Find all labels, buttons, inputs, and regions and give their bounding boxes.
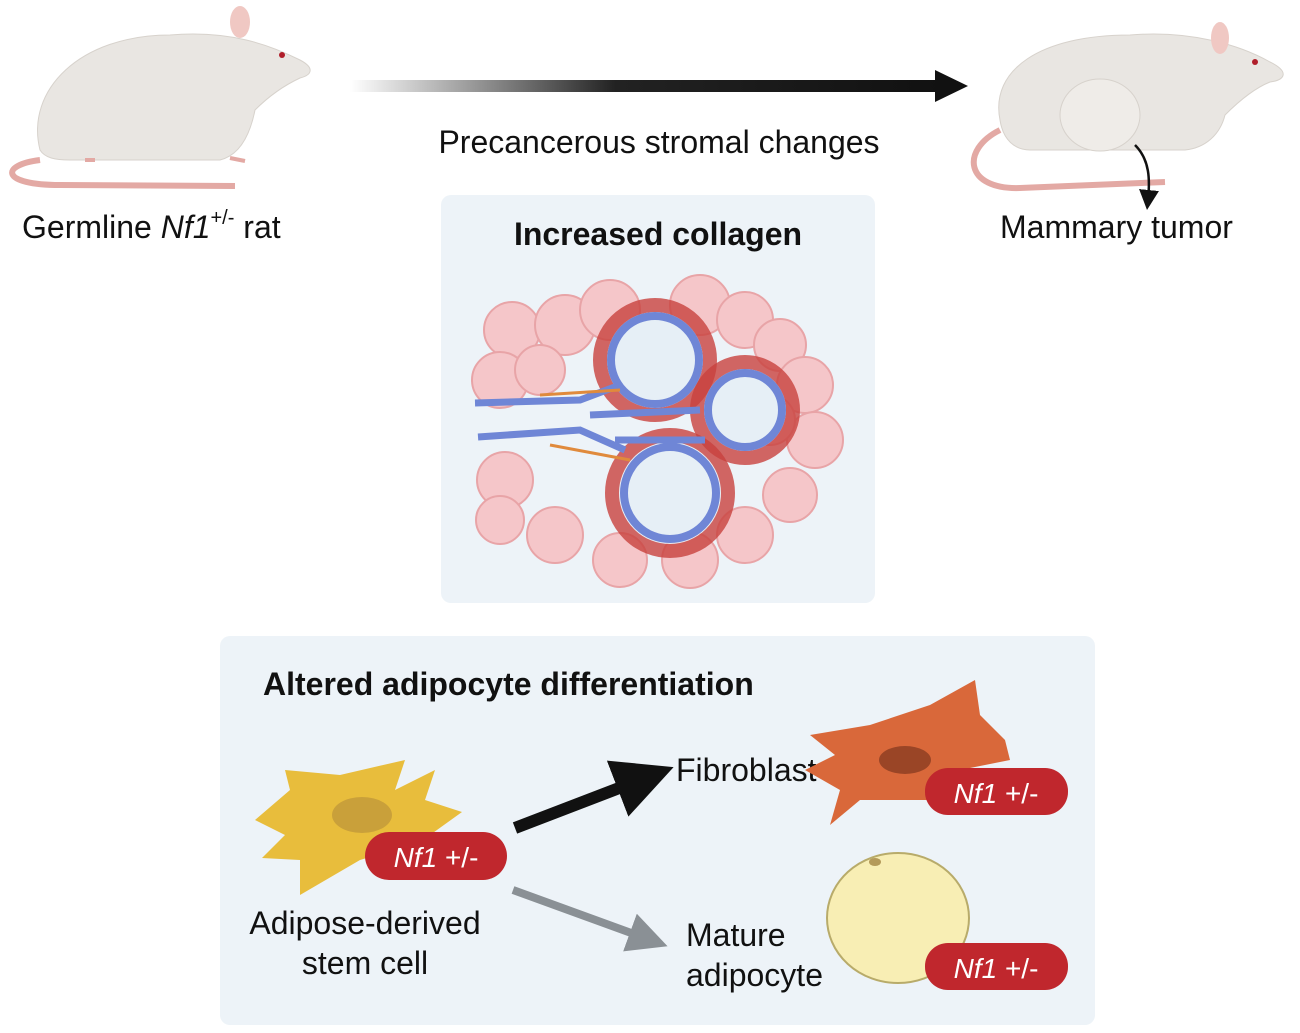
progression-arrow: [350, 70, 968, 102]
stem-cell-illustration: [255, 760, 462, 895]
nf1-badge-adipocyte: Nf1 +/-: [925, 943, 1068, 990]
mature-adipocyte-label-line1: Mature: [686, 917, 786, 953]
nf1-badge-fibroblast: Nf1 +/-: [925, 768, 1068, 815]
fibroblast-illustration: [805, 680, 1010, 825]
fibroblast-label: Fibroblast: [676, 752, 817, 788]
fibroblast-arrow: [512, 760, 674, 834]
mature-adipocyte-label-line2: adipocyte: [686, 957, 823, 993]
svg-text:Nf1 +/-: Nf1 +/-: [394, 842, 479, 873]
tumor-rat-illustration: [970, 22, 1284, 210]
collagen-panel: Increased collagen: [441, 195, 875, 603]
adipocyte-panel-title: Altered adipocyte differentiation: [263, 666, 754, 702]
adipocyte-arrow: [511, 886, 668, 952]
stem-cell-label-line1: Adipose-derived: [249, 905, 480, 941]
stem-cell-label-line2: stem cell: [302, 945, 428, 981]
collagen-panel-title: Increased collagen: [514, 216, 802, 252]
germline-rat-label: Germline Nf1+/- rat: [22, 207, 281, 245]
adipose-tissue-illustration: [471, 274, 844, 589]
svg-text:Nf1 +/-: Nf1 +/-: [954, 953, 1039, 984]
mammary-duct-illustration: [474, 298, 800, 558]
mammary-tumor-label: Mammary tumor: [1000, 209, 1233, 245]
healthy-rat-illustration: [9, 6, 311, 189]
precancerous-label: Precancerous stromal changes: [438, 124, 879, 160]
nf1-badge-stem-cell: Nf1 +/-: [365, 832, 507, 880]
adipocyte-panel: Altered adipocyte differentiation Nf1 +/…: [220, 636, 1095, 1025]
svg-text:Nf1 +/-: Nf1 +/-: [954, 778, 1039, 809]
